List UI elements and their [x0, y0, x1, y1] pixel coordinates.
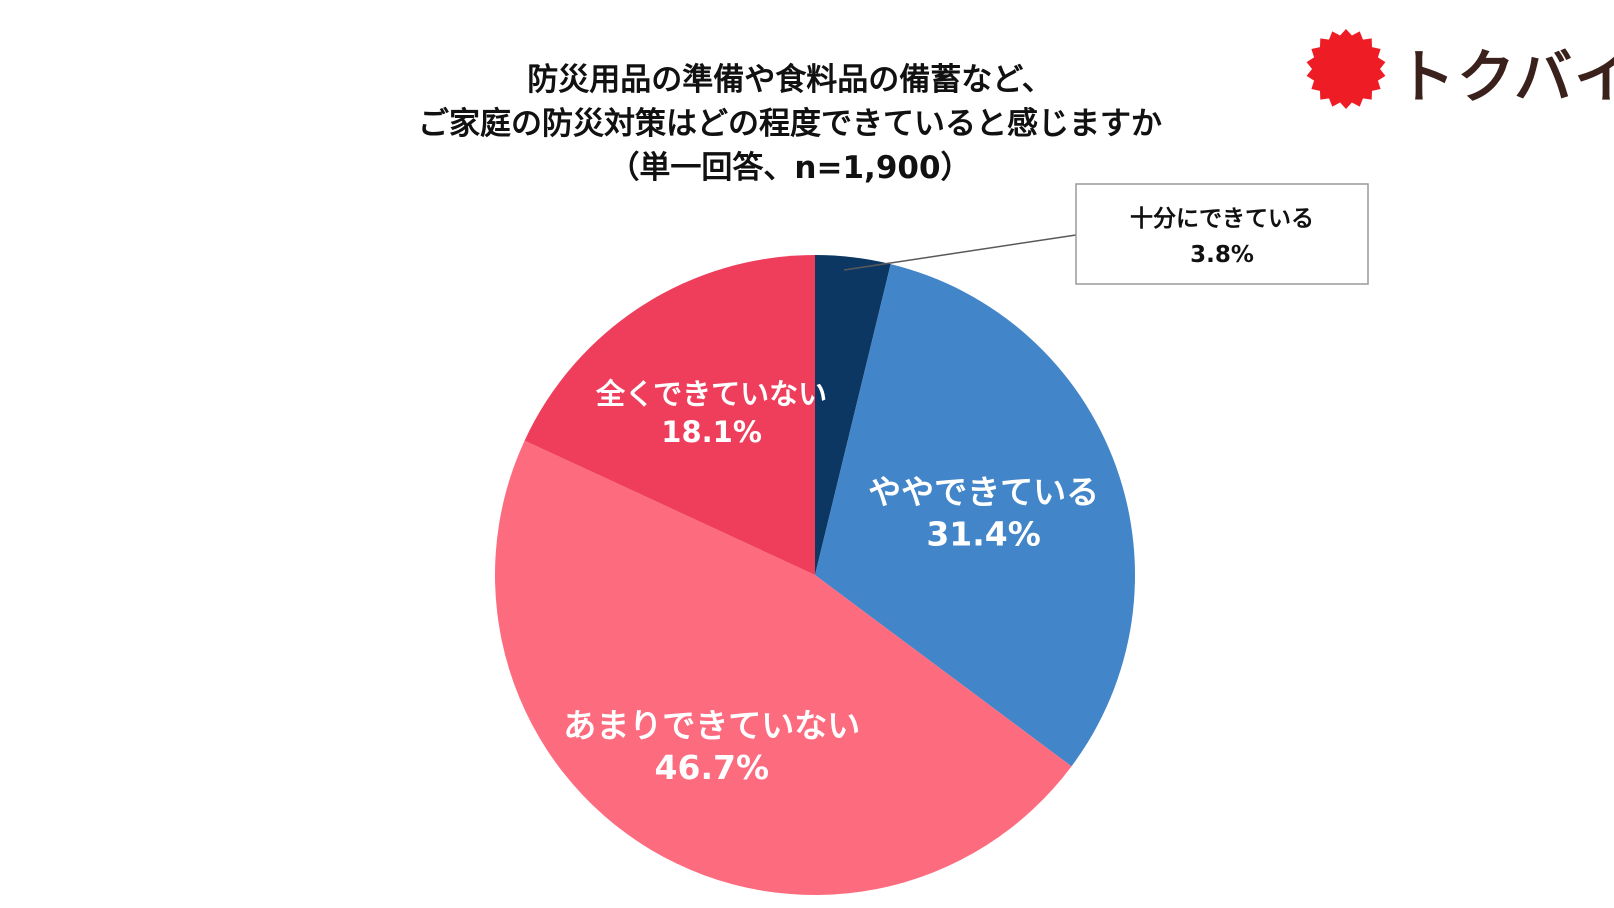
callout-box	[1075, 183, 1369, 285]
callout-leader-line	[843, 234, 1077, 271]
slice-not-much-label: あまりできていない	[563, 706, 860, 745]
tokubai-logo: トクバイ	[1303, 26, 1614, 111]
sun-logo-icon	[1306, 29, 1386, 109]
callout-value: 3.8%	[1190, 242, 1254, 268]
chart-title: 防災用品の準備や食料品の備蓄など、 ご家庭の防災対策はどの程度できていると感じま…	[290, 58, 1290, 190]
slice-not-much	[494, 440, 1072, 896]
slice-somewhat-label: ややできている	[868, 472, 1099, 511]
slice-not-at-all-label: 全くできていない	[595, 377, 827, 411]
logo-wordmark: トクバイ	[1397, 43, 1614, 111]
slice-not-at-all-value: 18.1%	[661, 415, 762, 449]
slice-sufficient	[815, 255, 891, 575]
chart-title-line-3: （単一回答、n=1,900）	[608, 150, 972, 186]
slice-somewhat	[815, 264, 1135, 767]
pie-slices	[494, 254, 1135, 896]
slice-somewhat-value: 31.4%	[926, 514, 1041, 553]
slice-not-at-all	[524, 254, 815, 575]
slice-not-much-value: 46.7%	[655, 748, 770, 787]
chart-title-line-1: 防災用品の準備や食料品の備蓄など、	[527, 62, 1053, 98]
callout-label: 十分にできている	[1130, 206, 1314, 232]
chart-title-line-2: ご家庭の防災対策はどの程度できていると感じますか	[418, 106, 1162, 142]
